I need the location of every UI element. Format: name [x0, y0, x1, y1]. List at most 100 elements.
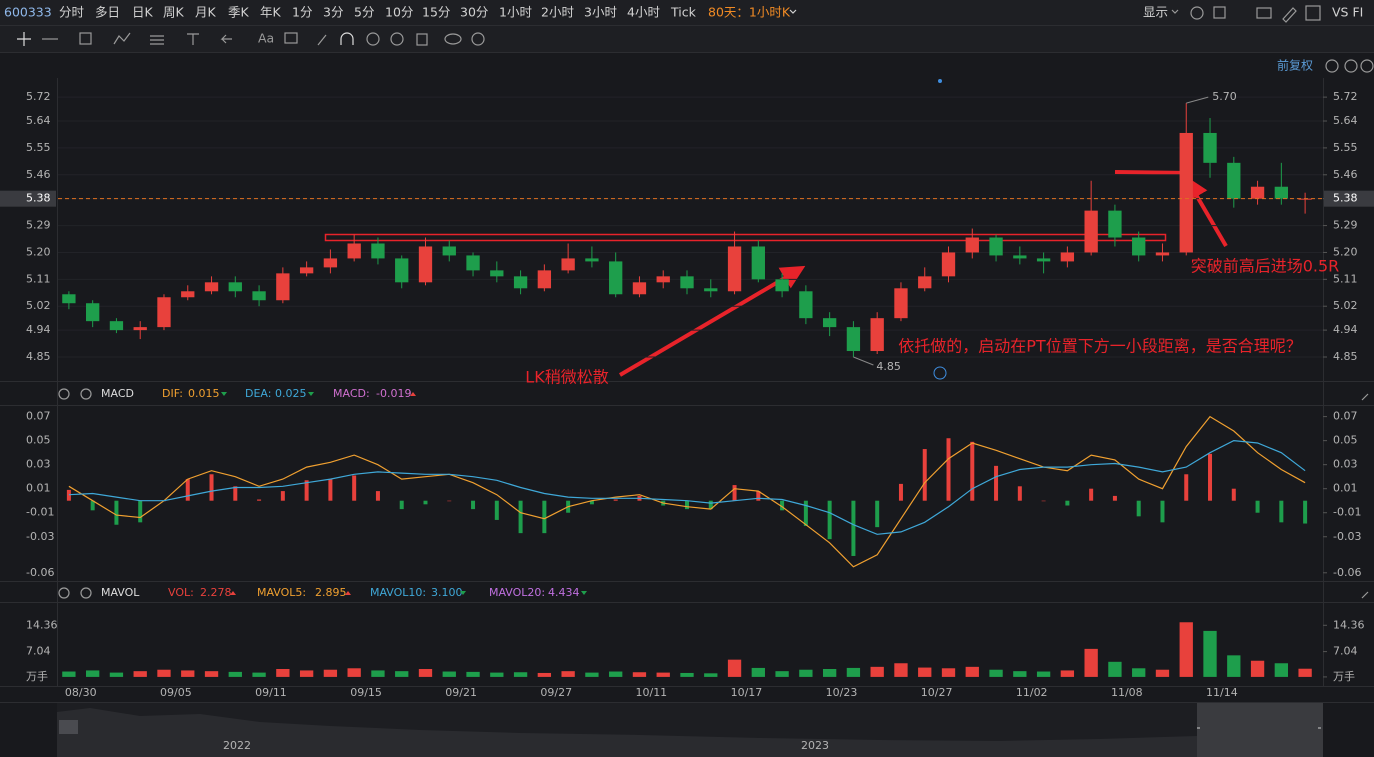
period-button[interactable]: 多日: [95, 5, 120, 20]
annotation: 依托做的，启动在PT位置下方一小段距离，是否合理呢？: [898, 337, 1301, 356]
volume-bar: [537, 672, 552, 677]
measure-tool[interactable]: [187, 33, 199, 45]
macd-bar: [138, 500, 143, 523]
tool-settings[interactable]: [471, 32, 485, 46]
period-button[interactable]: 1分: [292, 5, 312, 20]
macd-bar: [1112, 495, 1117, 501]
ruler-tool[interactable]: [317, 34, 327, 46]
y-tick-label: 0.07: [26, 410, 51, 423]
volume-bar: [1179, 622, 1193, 677]
candle-body: [371, 243, 385, 259]
candle-body: [395, 258, 409, 283]
volume-bar: [894, 663, 908, 677]
legend-arrow: [308, 392, 314, 396]
period-button[interactable]: 3小时: [584, 5, 617, 20]
candle-body: [62, 294, 76, 304]
macd-bar: [970, 441, 975, 501]
expand-icons[interactable]: [1361, 393, 1369, 599]
y-tick-label: 7.04: [1333, 645, 1358, 658]
volume-bar: [62, 671, 76, 677]
candle-body: [656, 276, 670, 283]
camera-icon[interactable]: [1256, 7, 1272, 19]
zoom-in-icon[interactable]: [1360, 59, 1374, 73]
display-menu[interactable]: 显示: [1143, 5, 1168, 20]
layout-icon[interactable]: [1305, 5, 1321, 21]
period-button[interactable]: Tick: [670, 5, 697, 20]
y-tick-label: 5.29: [1333, 219, 1358, 232]
macd-bar: [685, 500, 689, 510]
fib-tool[interactable]: [150, 35, 164, 45]
eye-tool[interactable]: [366, 32, 380, 46]
note-tool[interactable]: [284, 32, 298, 44]
candle-body: [1203, 132, 1217, 163]
period-button[interactable]: 4小时: [627, 5, 660, 20]
text-tool[interactable]: Aa: [258, 31, 274, 46]
macd-bar: [946, 438, 951, 501]
macd-bar: [803, 500, 808, 526]
macd-bar: [756, 491, 761, 501]
macd-bar: [399, 500, 404, 510]
period-button[interactable]: 季K: [228, 5, 250, 20]
breakout-mark: [1114, 170, 1193, 175]
magnet-tool[interactable]: [340, 32, 354, 45]
macd-bar: [898, 483, 903, 501]
candle-body: [632, 282, 647, 295]
candle-body: [704, 288, 718, 292]
symbol[interactable]: 600333: [4, 5, 52, 20]
high-marker-line: [1186, 96, 1209, 104]
period-button[interactable]: 15分: [422, 5, 450, 20]
period-button[interactable]: 3分: [323, 5, 343, 20]
macd-bar: [447, 500, 452, 502]
period-button[interactable]: 1小时: [499, 5, 532, 20]
compare-button[interactable]: VS FI: [1332, 5, 1363, 20]
period-button[interactable]: 年K: [260, 5, 282, 20]
hide-tool[interactable]: [390, 32, 404, 46]
period-button[interactable]: 2小时: [541, 5, 574, 20]
period-button[interactable]: 10分: [385, 5, 413, 20]
macd-bar: [1041, 500, 1046, 502]
arrow-tool[interactable]: [220, 34, 232, 44]
move-tool[interactable]: [17, 32, 31, 46]
candle-body: [490, 270, 504, 277]
y-tick-label: 4.94: [26, 323, 51, 336]
high-marker-label: 5.70: [1212, 90, 1237, 103]
legend-value: 4.434: [548, 586, 580, 599]
macd-bar: [1208, 453, 1213, 501]
pen-icon[interactable]: [1282, 7, 1297, 23]
event-icon: [933, 366, 947, 380]
arrow: [618, 265, 806, 377]
link-tool[interactable]: [444, 33, 462, 45]
price-label: 5.38: [1333, 192, 1358, 205]
candle-body: [870, 318, 884, 352]
reset-icon[interactable]: [1325, 59, 1339, 73]
rect-tool[interactable]: [79, 32, 92, 45]
period-button[interactable]: 5分: [354, 5, 374, 20]
candle-body: [299, 267, 314, 274]
period-button[interactable]: 周K: [163, 5, 185, 20]
volume-bar: [1060, 670, 1075, 677]
x-tick-label: 10/27: [921, 686, 953, 699]
settings-icon[interactable]: [1190, 6, 1204, 20]
macd-bar: [875, 500, 880, 528]
delete-tool[interactable]: [416, 33, 428, 46]
y-tick-label: 0.01: [26, 482, 51, 495]
period-button[interactable]: 分时: [59, 5, 85, 20]
volume-bar: [252, 672, 266, 677]
period-button[interactable]: 30分: [460, 5, 488, 20]
period-button[interactable]: 日K: [132, 5, 154, 20]
volume-bar: [1227, 655, 1241, 677]
candle-body: [1179, 132, 1193, 253]
legend-value: 0.015: [188, 387, 220, 400]
checkbox-icon[interactable]: [1213, 6, 1226, 19]
zoom-out-icon[interactable]: [1344, 59, 1358, 73]
adjust-mode[interactable]: 前复权: [1277, 58, 1313, 73]
candle-body: [1036, 258, 1051, 262]
wave-tool[interactable]: [113, 32, 131, 45]
selected-period[interactable]: 80天：1小时K: [708, 5, 791, 20]
candle-body: [1132, 237, 1146, 256]
period-button[interactable]: 月K: [195, 5, 217, 20]
volume-bar: [323, 669, 338, 677]
volume-bar: [561, 671, 575, 677]
macd-bar: [471, 500, 476, 510]
